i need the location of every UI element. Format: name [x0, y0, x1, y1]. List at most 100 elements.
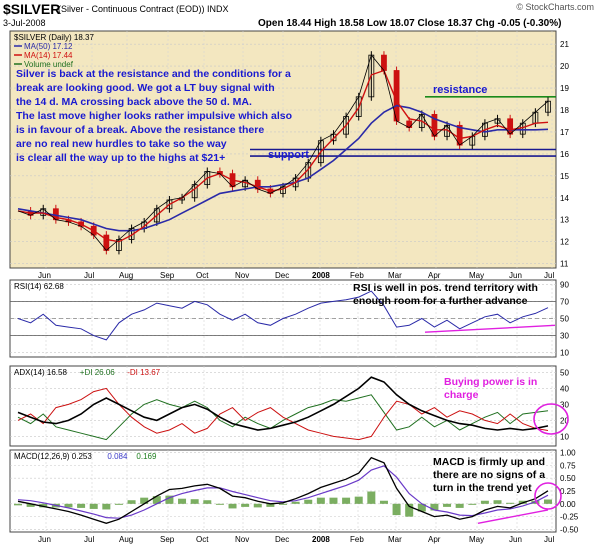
macd-histogram-bar: [241, 503, 250, 507]
macd-histogram-bar: [127, 500, 136, 504]
macd-y-tick-label: 0.00: [560, 500, 576, 509]
x-tick-label: Feb: [350, 271, 364, 280]
price-y-tick-label: 20: [560, 62, 569, 71]
price-y-tick-label: 11: [560, 260, 569, 269]
chart-title: $SILVER: [3, 1, 61, 17]
x-tick-label: Mar: [388, 535, 402, 544]
legend-entry: $SILVER (Daily) 18.37: [14, 33, 94, 42]
adx-note-line: Buying power is in: [444, 376, 537, 388]
resistance-label: resistance: [433, 84, 487, 96]
x-tick-label: Jun: [509, 535, 522, 544]
brand-label: © StockCharts.com: [516, 2, 594, 12]
x-tick-label: 2008: [312, 535, 330, 544]
adx-y-tick-label: 10: [560, 432, 569, 441]
legend-entry: 0.169: [136, 452, 157, 461]
rsi-y-tick-label: 30: [560, 332, 569, 341]
x-tick-label: Dec: [275, 535, 289, 544]
price-note-line: are no real new hurdles to take so the w…: [16, 138, 227, 150]
x-tick-label: Dec: [275, 271, 289, 280]
macd-histogram-bar: [468, 503, 477, 505]
price-note-line: the 14 d. MA crossing back above the 50 …: [16, 96, 252, 108]
x-tick-label: Jul: [84, 535, 94, 544]
price-y-tick-label: 14: [560, 194, 569, 203]
rsi-y-tick-label: 10: [560, 349, 569, 358]
x-tick-label: Oct: [196, 535, 209, 544]
macd-histogram-bar: [443, 503, 452, 507]
price-note-line: is in favour of a break. Above the resis…: [16, 124, 264, 136]
x-tick-label: Jun: [509, 271, 522, 280]
macd-histogram-bar: [316, 497, 325, 504]
chart-subtitle: (Silver - Continuous Contract (EOD)) IND…: [58, 4, 229, 14]
macd-y-tick-label: 0.25: [560, 487, 576, 496]
macd-histogram-bar: [89, 503, 98, 509]
macd-histogram-bar: [64, 503, 73, 508]
macd-note-line: MACD is firmly up and: [433, 456, 545, 468]
minus-di-line: [17, 387, 549, 441]
macd-histogram-bar: [215, 503, 224, 505]
macd-histogram-bar: [304, 499, 313, 504]
x-tick-label: Jul: [84, 271, 94, 280]
legend-entry: MA(14) 17.44: [24, 51, 73, 60]
adx-y-tick-label: 30: [560, 400, 569, 409]
legend-entry: RSI(14) 62.68: [14, 282, 64, 291]
macd-y-tick-label: -0.25: [560, 513, 579, 522]
macd-histogram-bar: [367, 491, 376, 504]
macd-histogram-bar: [203, 500, 212, 504]
macd-histogram-bar: [405, 503, 414, 517]
price-y-tick-label: 15: [560, 172, 569, 181]
x-tick-label: Apr: [428, 535, 441, 544]
macd-histogram-bar: [266, 503, 275, 507]
ma14-line: [17, 69, 549, 243]
x-tick-label: 2008: [312, 271, 330, 280]
x-tick-label: Nov: [235, 271, 249, 280]
price-y-tick-label: 19: [560, 84, 569, 93]
legend-entry: MACD(12,26,9) 0.253: [14, 452, 92, 461]
macd-histogram-bar: [253, 503, 262, 508]
adx-highlight-circle: [533, 403, 569, 435]
x-tick-label: May: [469, 271, 484, 280]
legend-entry: MA(50) 17.12: [24, 42, 73, 51]
legend-entry: Volume undef: [24, 60, 74, 69]
price-y-tick-label: 18: [560, 106, 569, 115]
x-tick-label: Apr: [428, 271, 441, 280]
price-note-line: is clear all the way up to the highs at …: [16, 152, 225, 164]
x-tick-label: Jul: [544, 271, 554, 280]
legend-entry: 0.084: [107, 452, 128, 461]
adx-note-line: charge: [444, 389, 479, 401]
ma50-line: [17, 104, 549, 232]
macd-histogram-bar: [354, 496, 363, 504]
macd-histogram-bar: [430, 503, 439, 511]
support-label: support: [268, 149, 309, 161]
legend-entry: ADX(14) 16.58: [14, 368, 67, 377]
macd-histogram-bar: [114, 503, 123, 505]
rsi-note-line: RSI is well in pos. trend territory with: [353, 282, 538, 294]
x-tick-label: Aug: [119, 271, 133, 280]
macd-histogram-bar: [165, 495, 174, 504]
macd-histogram-bar: [228, 503, 237, 509]
macd-histogram-bar: [329, 497, 338, 504]
x-tick-label: Mar: [388, 271, 402, 280]
ohlc-readout: Open 18.44 High 18.58 Low 18.07 Close 18…: [258, 18, 562, 29]
macd-histogram-bar: [178, 498, 187, 504]
macd-y-tick-label: -0.50: [560, 525, 579, 534]
x-tick-label: Feb: [350, 535, 364, 544]
rsi-line: [17, 290, 549, 341]
macd-note-line: turn in the trend yet: [433, 482, 532, 494]
x-tick-label: May: [469, 535, 484, 544]
x-tick-label: Jun: [38, 271, 51, 280]
macd-histogram-bar: [279, 503, 287, 505]
legend-entry: +DI 26.06: [80, 368, 115, 377]
macd-histogram-bar: [392, 503, 401, 516]
rsi-y-tick-label: 70: [560, 297, 569, 306]
macd-histogram-bar: [14, 503, 22, 506]
x-tick-label: Aug: [119, 535, 133, 544]
macd-histogram-bar: [140, 497, 149, 504]
rsi-note-line: enough room for a further advance: [353, 295, 528, 307]
price-y-tick-label: 17: [560, 128, 569, 137]
x-tick-label: Jun: [38, 535, 51, 544]
macd-highlight-circle: [534, 482, 562, 510]
price-note-line: break are looking good. We got a LT buy …: [16, 82, 275, 94]
macd-histogram-bar: [152, 496, 161, 504]
adx-line: [17, 376, 549, 431]
